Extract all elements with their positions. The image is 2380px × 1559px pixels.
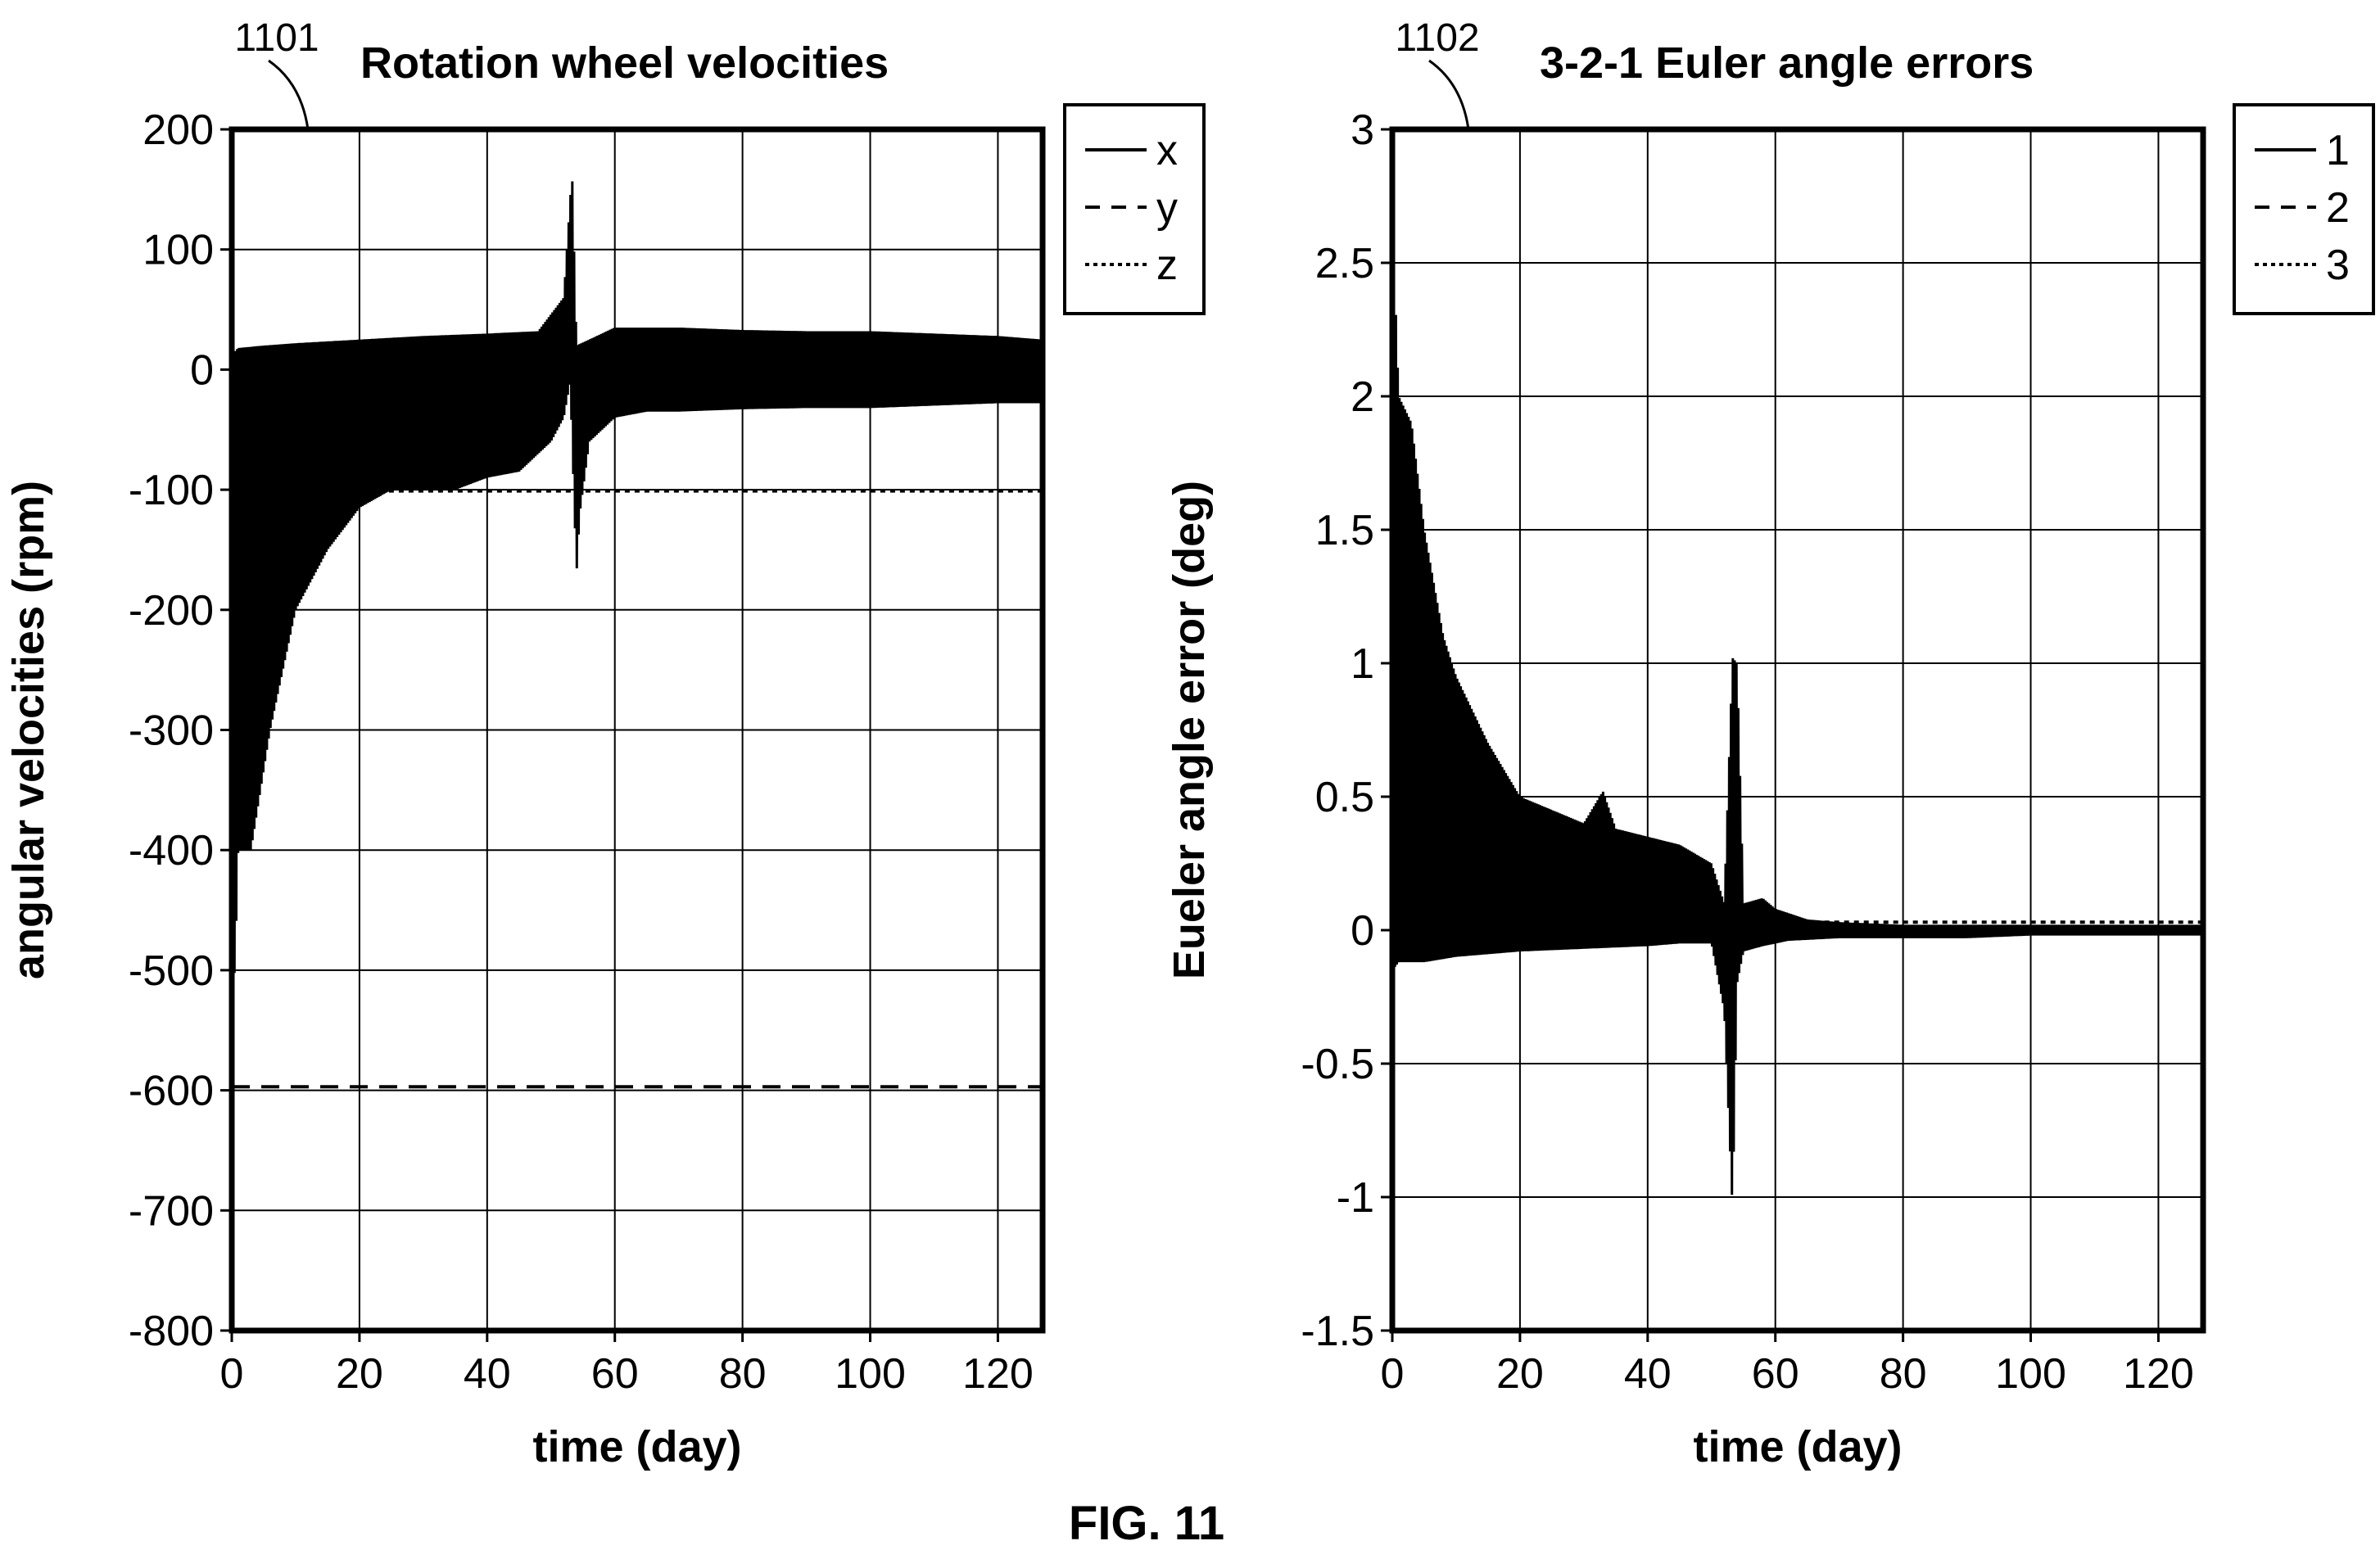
y-tick-label: 2.5	[1315, 240, 1374, 287]
plot-frame	[1389, 126, 2206, 1334]
y-axis-label: angular velocities (rpm)	[4, 481, 53, 979]
x-tick-label: 100	[1995, 1350, 2066, 1398]
y-axis-label: Eueler angle error (deg)	[1165, 481, 1214, 979]
legend-label-y: y	[1156, 184, 1178, 232]
y-tick-label: 2	[1351, 373, 1374, 421]
y-tick-label: -500	[129, 947, 214, 995]
x-tick-label: 60	[591, 1350, 639, 1398]
y-tick-label: -0.5	[1301, 1041, 1374, 1088]
x-tick-label: 120	[2123, 1350, 2194, 1398]
x-axis-label: time (day)	[1693, 1422, 1902, 1471]
x-tick-label: 40	[464, 1350, 511, 1398]
y-tick-label: 0.5	[1315, 774, 1374, 821]
legend-label-3: 3	[2326, 242, 2350, 289]
y-tick-label: -1.5	[1301, 1308, 1374, 1355]
x-tick-label: 40	[1624, 1350, 1672, 1398]
y-tick-label: -400	[129, 827, 214, 874]
reference-leader	[268, 59, 310, 130]
legend-label-1: 1	[2326, 127, 2350, 174]
x-tick-label: 0	[220, 1350, 244, 1398]
legend-label-z: z	[1156, 242, 1178, 289]
x-tick-label: 100	[835, 1350, 906, 1398]
y-tick-label: 200	[143, 106, 214, 154]
reference-leader	[1428, 59, 1470, 130]
x-tick-label: 20	[1496, 1350, 1544, 1398]
x-tick-label: 20	[336, 1350, 383, 1398]
x-tick-label: 80	[1880, 1350, 1927, 1398]
legend-box	[1063, 103, 1206, 315]
chart-euler-angle-errors: 0 20 40 60 80 100 120 -1.5 -1 -0.5 0 0.5 1 1.5 2 2.5 3 3-…	[1165, 16, 2375, 1471]
y-tick-label: -600	[129, 1068, 214, 1115]
y-tick-label: -300	[129, 707, 214, 755]
y-tick-label: -200	[129, 587, 214, 635]
y-tick-label: 0	[1351, 907, 1374, 955]
x-tick-label: 0	[1381, 1350, 1405, 1398]
legend-label-x: x	[1156, 127, 1178, 174]
x-tick-label: 120	[962, 1350, 1034, 1398]
series-line-x	[230, 181, 1044, 987]
x-tick-label: 60	[1752, 1350, 1799, 1398]
figure-label: FIG. 11	[1069, 1497, 1224, 1550]
chart-title: Rotation wheel velocities	[360, 38, 889, 88]
legend-label-2: 2	[2326, 184, 2350, 232]
y-tick-label: -1	[1337, 1174, 1374, 1222]
reference-number: 1102	[1395, 16, 1479, 60]
y-tick-label: 3	[1351, 106, 1374, 154]
series-line-1	[1391, 314, 2205, 1195]
y-tick-label: 1	[1351, 640, 1374, 688]
reference-number: 1101	[234, 16, 319, 60]
y-tick-label: 0	[190, 346, 214, 394]
y-tick-label: 100	[143, 227, 214, 274]
x-tick-label: 80	[719, 1350, 767, 1398]
chart-title: 3-2-1 Euler angle errors	[1540, 38, 2034, 88]
legend-box	[2233, 103, 2375, 315]
x-axis-label: time (day)	[532, 1422, 741, 1471]
y-tick-label: 1.5	[1315, 507, 1374, 554]
y-tick-label: -100	[129, 467, 214, 514]
y-tick-label: -700	[129, 1187, 214, 1235]
y-tick-label: -800	[129, 1308, 214, 1355]
chart-rotation-wheel-velocities: 0 20 40 60 80 100 120 -800 -700 -600 -500 -400 -300 -…	[4, 16, 1206, 1471]
